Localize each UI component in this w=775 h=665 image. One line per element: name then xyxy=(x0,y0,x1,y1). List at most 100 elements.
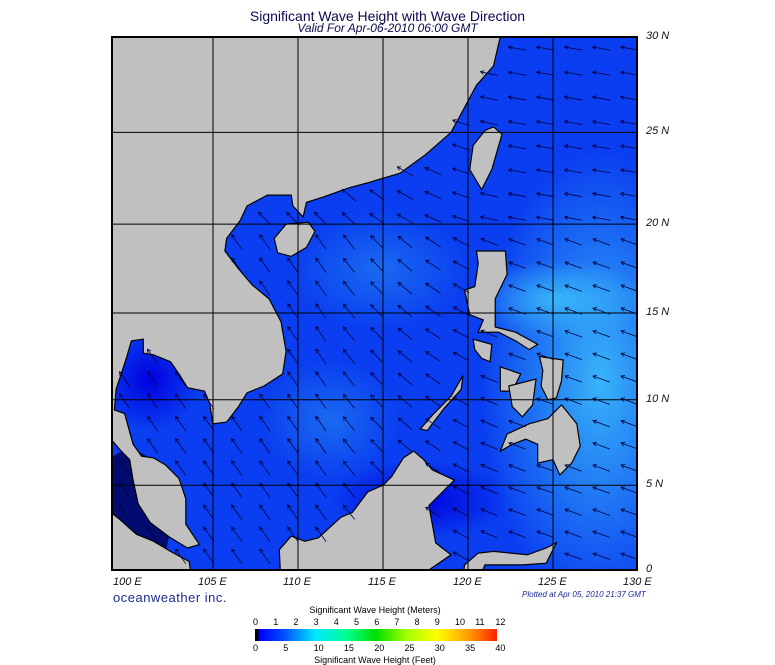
wave-direction-arrow xyxy=(507,144,527,150)
wave-direction-arrow xyxy=(259,280,271,296)
wave-direction-arrow xyxy=(592,530,611,538)
wave-direction-arrow xyxy=(342,482,355,498)
wave-direction-arrow xyxy=(342,504,355,520)
wave-direction-arrow xyxy=(591,168,611,174)
wave-direction-arrow xyxy=(592,352,611,361)
wave-direction-arrow xyxy=(592,284,611,292)
wave-direction-arrow xyxy=(480,329,498,338)
colorbar-tick-meters: 4 xyxy=(333,617,339,627)
wave-direction-arrow xyxy=(620,352,637,360)
wave-direction-arrow xyxy=(118,370,131,387)
wave-direction-arrow xyxy=(620,329,637,338)
wave-direction-arrow xyxy=(563,191,583,198)
wave-direction-arrow xyxy=(315,482,327,498)
wave-direction-arrow xyxy=(452,329,470,339)
wave-direction-arrow xyxy=(424,190,442,200)
wave-direction-arrow xyxy=(370,394,384,409)
wave-direction-arrow xyxy=(370,235,384,249)
wave-direction-arrow xyxy=(619,144,637,150)
wave-direction-arrow xyxy=(315,437,327,454)
wave-direction-arrow xyxy=(203,460,215,476)
wave-direction-arrow xyxy=(564,486,582,494)
wave-direction-arrow xyxy=(175,437,187,454)
wave-direction-arrow xyxy=(315,460,327,476)
land-palawan xyxy=(419,375,464,432)
wave-direction-arrow xyxy=(452,351,470,362)
land-samar-leyte xyxy=(538,355,564,401)
wave-direction-arrow xyxy=(591,191,611,198)
wave-direction-arrow xyxy=(259,460,271,476)
wave-direction-arrow xyxy=(231,526,243,543)
colorbar-tick-meters: 5 xyxy=(354,617,360,627)
wave-direction-arrow xyxy=(620,530,637,538)
wave-direction-arrow xyxy=(315,348,327,365)
wave-direction-arrow xyxy=(342,348,355,364)
wave-direction-arrow xyxy=(287,526,299,543)
colorbar-tick-meters: 6 xyxy=(374,617,380,627)
wave-direction-arrow xyxy=(535,144,555,150)
wave-direction-arrow xyxy=(535,45,555,51)
wave-direction-arrow xyxy=(480,237,498,246)
wave-direction-arrow xyxy=(536,530,554,538)
wave-direction-arrow xyxy=(536,397,554,405)
wave-direction-arrow xyxy=(342,393,355,409)
wave-direction-arrow xyxy=(508,464,526,472)
wave-direction-arrow xyxy=(370,304,384,318)
wave-direction-arrow xyxy=(592,508,611,516)
wave-direction-arrow xyxy=(535,191,555,198)
wave-direction-arrow xyxy=(591,215,611,221)
wave-direction-arrow xyxy=(287,303,299,319)
mid-wave-region xyxy=(290,210,470,330)
wave-direction-arrow xyxy=(536,284,554,292)
wave-direction-arrow xyxy=(287,415,299,432)
wave-direction-arrow xyxy=(259,234,271,250)
lat-label: 10 N xyxy=(646,392,670,405)
wave-direction-arrow xyxy=(287,437,299,454)
wave-direction-arrow xyxy=(451,191,470,199)
colorbar-tick-feet: 25 xyxy=(404,643,415,653)
wave-direction-arrow xyxy=(425,462,441,474)
wave-direction-arrow xyxy=(508,284,526,292)
wave-direction-arrow xyxy=(287,257,299,273)
wave-direction-arrow xyxy=(259,437,271,454)
wave-direction-arrow xyxy=(507,215,527,221)
wave-direction-arrow xyxy=(619,168,637,174)
wave-direction-arrow xyxy=(315,504,327,520)
wave-direction-arrow xyxy=(620,508,637,516)
wave-direction-arrow xyxy=(315,393,327,410)
wave-direction-arrow xyxy=(563,144,583,150)
wave-direction-arrow xyxy=(564,464,582,472)
wave-direction-arrow xyxy=(452,529,470,540)
wave-direction-arrow xyxy=(259,393,271,410)
land-negros-cebu xyxy=(508,378,537,418)
wave-direction-arrow xyxy=(342,460,355,476)
wave-direction-arrow xyxy=(535,95,555,101)
wave-direction-arrow xyxy=(315,280,327,296)
wave-direction-arrow xyxy=(315,415,327,432)
wave-direction-arrow xyxy=(620,261,637,269)
wave-direction-arrow xyxy=(259,257,271,273)
wave-direction-arrow xyxy=(620,374,637,383)
wave-direction-arrow xyxy=(425,418,441,430)
wave-direction-arrow xyxy=(203,548,215,565)
wave-direction-arrow xyxy=(508,486,526,494)
wave-direction-arrow xyxy=(507,95,527,101)
wave-direction-arrow xyxy=(508,352,526,361)
land-mindanao xyxy=(499,404,581,477)
wave-direction-arrow xyxy=(315,257,327,273)
wave-direction-arrow xyxy=(592,329,611,338)
wave-direction-arrow xyxy=(452,507,470,518)
wave-direction-arrow xyxy=(536,352,554,361)
wave-direction-arrow xyxy=(370,416,384,431)
wave-direction-arrow xyxy=(563,168,583,174)
wave-direction-arrow xyxy=(564,552,582,560)
wave-direction-arrow xyxy=(287,280,299,296)
colorbar xyxy=(255,629,497,641)
wave-direction-arrow xyxy=(287,370,299,387)
wave-direction-arrow xyxy=(536,508,554,516)
wave-direction-arrow xyxy=(369,212,385,225)
wave-direction-arrow xyxy=(452,396,470,407)
wave-direction-arrow xyxy=(508,237,526,246)
wave-direction-arrow xyxy=(620,552,637,560)
colorbar-tick-feet: 10 xyxy=(313,643,324,653)
